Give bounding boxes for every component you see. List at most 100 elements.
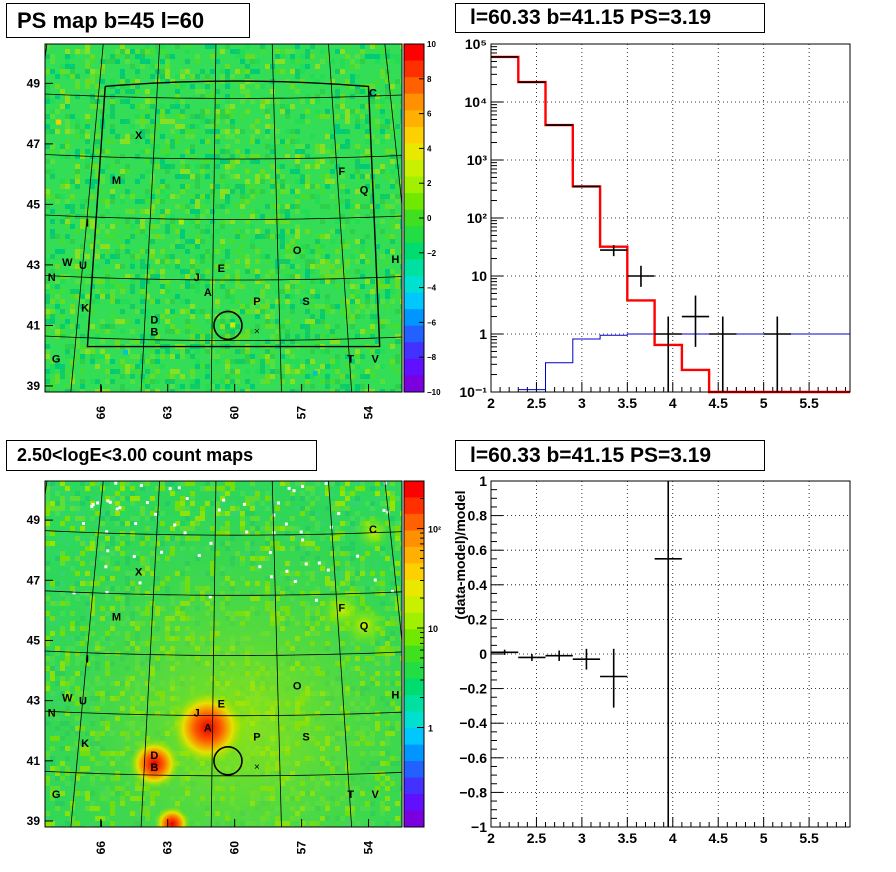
ps-map-map-pixel xyxy=(135,69,140,74)
ps-map-map-pixel xyxy=(215,154,220,159)
ps-map-map-pixel xyxy=(365,369,370,374)
ps-map-map-pixel xyxy=(130,274,135,279)
ps-map-map-pixel xyxy=(270,164,275,169)
ps-map-map-pixel xyxy=(220,194,225,199)
count-map-empty-pixel xyxy=(382,508,386,512)
ps-map-map-pixel xyxy=(275,139,280,144)
ps-map-map-pixel xyxy=(85,294,90,299)
ps-colorbar-band xyxy=(404,143,424,161)
ps-map-map-pixel xyxy=(150,204,155,209)
ps-map-map-pixel xyxy=(355,149,360,154)
ps-map-map-pixel xyxy=(65,319,70,324)
ps-map-map-pixel xyxy=(90,359,95,364)
ps-map-map-pixel xyxy=(380,349,385,354)
ps-map-map-pixel xyxy=(100,179,105,184)
ps-map-map-pixel xyxy=(205,44,210,49)
ps-map-map-pixel xyxy=(45,349,50,354)
ps-map-map-pixel xyxy=(190,304,195,309)
ps-map-map-pixel xyxy=(205,269,210,274)
ps-map-map-pixel xyxy=(385,204,390,209)
ps-map-map-pixel xyxy=(145,234,150,239)
ps-map-map-pixel xyxy=(145,59,150,64)
ps-map-map-pixel xyxy=(95,334,100,339)
ps-map-map-pixel xyxy=(365,374,370,379)
ps-map-map-pixel xyxy=(75,179,80,184)
ps-map-map-pixel xyxy=(250,159,255,164)
ps-map-map-pixel xyxy=(225,359,230,364)
ps-map-map-pixel xyxy=(295,264,300,269)
ps-map-map-pixel xyxy=(375,54,380,59)
ps-map-map-pixel xyxy=(190,144,195,149)
ps-map-map-pixel xyxy=(385,249,390,254)
ps-map-map-pixel xyxy=(375,119,380,124)
ps-map-map-pixel xyxy=(285,254,290,259)
ps-map-map-pixel xyxy=(345,389,350,392)
ps-map-map-pixel xyxy=(155,259,160,264)
ps-map-map-pixel xyxy=(335,339,340,344)
count-colorbar-band xyxy=(404,530,424,548)
ps-map-map-pixel xyxy=(155,189,160,194)
ps-map-map-pixel xyxy=(190,124,195,129)
ps-map-map-pixel xyxy=(370,389,375,392)
ps-map-latitude-line xyxy=(34,396,413,401)
ps-map-map-pixel xyxy=(225,164,230,169)
ps-map-map-pixel xyxy=(95,94,100,99)
count-map-empty-pixel xyxy=(285,569,289,573)
ps-map-map-pixel xyxy=(335,49,340,54)
ps-map-map-pixel xyxy=(123,349,129,355)
ps-map-map-pixel xyxy=(60,219,65,224)
ps-map-map-pixel xyxy=(105,389,110,392)
ps-map-map-pixel xyxy=(345,259,350,264)
ps-map-map-pixel xyxy=(225,334,230,339)
ps-map-map-pixel xyxy=(140,209,145,214)
ps-map-map-pixel xyxy=(45,204,50,209)
ps-map-map-pixel xyxy=(360,124,365,129)
ps-map-map-pixel xyxy=(325,259,330,264)
ps-map-map-pixel xyxy=(180,129,185,134)
ps-map-map-pixel xyxy=(160,259,165,264)
ps-map-map-pixel xyxy=(125,369,130,374)
ps-map-map-pixel xyxy=(50,219,55,224)
ps-map-map-pixel xyxy=(260,104,265,109)
ps-map-map-pixel xyxy=(210,209,215,214)
ps-map-map-pixel xyxy=(140,259,145,264)
ps-map-map-pixel xyxy=(215,184,220,189)
ps-map-map-pixel xyxy=(170,389,175,392)
ps-map-map-pixel xyxy=(360,314,365,319)
ps-map-map-pixel xyxy=(90,194,95,199)
ps-map-map-pixel xyxy=(115,264,120,269)
ps-map-map-pixel xyxy=(345,264,350,269)
ps-map-map-pixel xyxy=(315,79,320,84)
ps-map-map-pixel xyxy=(190,134,195,139)
ps-map-map-pixel xyxy=(275,164,280,169)
ps-map-map-pixel xyxy=(85,49,90,54)
ps-map-latitude-line xyxy=(45,335,402,342)
ps-map-map-pixel xyxy=(265,284,270,289)
ps-map-map-pixel xyxy=(45,94,50,99)
ps-map-map-pixel xyxy=(145,189,150,194)
ps-map-map-pixel xyxy=(375,314,380,319)
ps-map-map-pixel xyxy=(245,334,250,339)
ps-map-map-pixel xyxy=(390,239,395,244)
ps-map-map-pixel xyxy=(235,174,240,179)
ps-map-map-pixel xyxy=(75,74,80,79)
ps-map-map-pixel xyxy=(170,119,175,124)
ps-map-map-pixel xyxy=(115,59,120,64)
ps-map-map-pixel xyxy=(245,354,250,359)
ps-map-map-pixel xyxy=(70,264,75,269)
ps-map-map-pixel xyxy=(155,299,160,304)
ps-map-map-pixel xyxy=(55,279,60,284)
ps-map-map-pixel xyxy=(280,379,285,384)
ps-map-map-pixel xyxy=(180,109,185,114)
ps-map-map-pixel xyxy=(110,314,115,319)
ps-map-map-pixel xyxy=(145,44,150,49)
ps-map-map-pixel xyxy=(90,244,95,249)
ps-colorbar-band xyxy=(404,126,424,144)
ps-map-map-pixel xyxy=(110,164,115,169)
ps-map-map-pixel xyxy=(315,304,320,309)
ps-map-map-pixel xyxy=(235,374,240,379)
ps-map-map-pixel xyxy=(210,354,215,359)
ps-map-map-pixel xyxy=(395,284,400,289)
ps-map-map-pixel xyxy=(95,229,100,234)
ps-map-map-pixel xyxy=(205,349,210,354)
